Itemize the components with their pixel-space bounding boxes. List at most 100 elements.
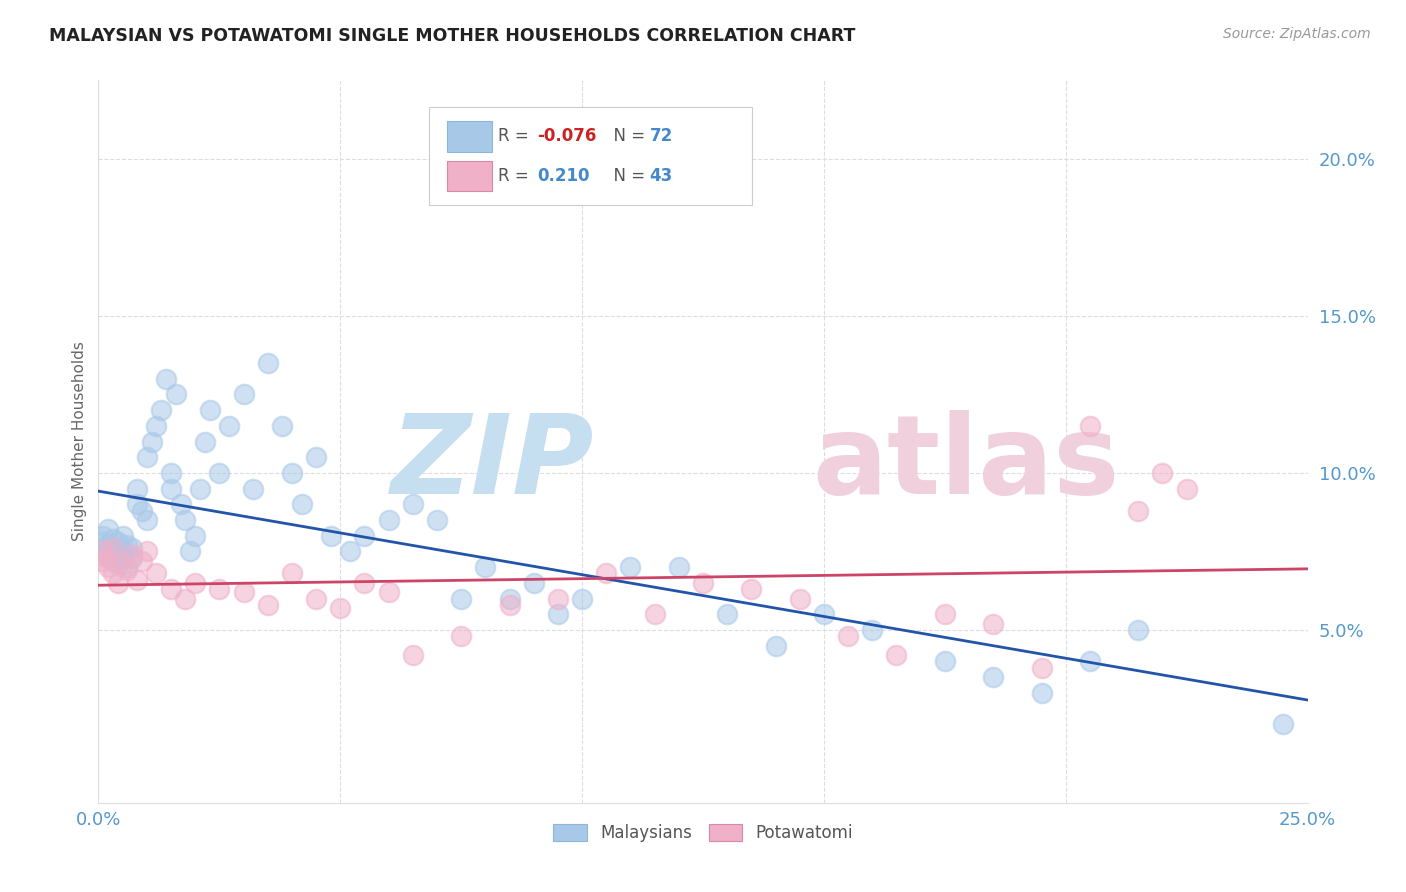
Point	[523, 575, 546, 590]
Point	[1128, 623, 1150, 637]
Point	[169, 497, 191, 511]
Legend: Malaysians, Potawatomi: Malaysians, Potawatomi	[547, 817, 859, 848]
Point	[934, 607, 956, 622]
Point	[150, 403, 173, 417]
Point	[208, 582, 231, 597]
Point	[547, 591, 569, 606]
Point	[208, 466, 231, 480]
Point	[619, 560, 641, 574]
Point	[160, 582, 183, 597]
Point	[1152, 466, 1174, 480]
Point	[131, 554, 153, 568]
Point	[160, 466, 183, 480]
Point	[813, 607, 835, 622]
Point	[188, 482, 211, 496]
Point	[97, 538, 120, 552]
Point	[141, 434, 163, 449]
Point	[101, 566, 124, 581]
Point	[1078, 655, 1101, 669]
Point	[111, 557, 134, 571]
Point	[571, 591, 593, 606]
Point	[91, 541, 114, 556]
Point	[256, 598, 278, 612]
Point	[1272, 717, 1295, 731]
Point	[91, 529, 114, 543]
Point	[179, 544, 201, 558]
Text: 0.210: 0.210	[537, 167, 589, 185]
Point	[377, 585, 399, 599]
Point	[886, 648, 908, 662]
Point	[281, 466, 304, 480]
Point	[145, 418, 167, 433]
Point	[198, 403, 221, 417]
Point	[981, 616, 1004, 631]
Point	[1175, 482, 1198, 496]
Point	[97, 550, 120, 565]
Point	[281, 566, 304, 581]
Point	[184, 529, 207, 543]
Point	[547, 607, 569, 622]
Text: MALAYSIAN VS POTAWATOMI SINGLE MOTHER HOUSEHOLDS CORRELATION CHART: MALAYSIAN VS POTAWATOMI SINGLE MOTHER HO…	[49, 27, 856, 45]
Text: -0.076: -0.076	[537, 128, 596, 145]
Point	[117, 563, 139, 577]
Point	[498, 598, 520, 612]
Point	[127, 482, 149, 496]
Point	[305, 450, 328, 465]
Point	[111, 529, 134, 543]
Point	[692, 575, 714, 590]
Point	[111, 544, 134, 558]
Point	[107, 557, 129, 571]
Point	[860, 623, 883, 637]
Point	[353, 529, 375, 543]
Point	[174, 591, 197, 606]
Point	[97, 560, 120, 574]
Point	[426, 513, 449, 527]
Point	[107, 535, 129, 549]
Point	[121, 548, 143, 562]
Point	[160, 482, 183, 496]
Point	[121, 541, 143, 556]
Point	[1031, 661, 1053, 675]
Point	[740, 582, 762, 597]
Point	[402, 648, 425, 662]
Point	[97, 523, 120, 537]
Point	[319, 529, 342, 543]
Point	[121, 550, 143, 565]
Point	[290, 497, 312, 511]
Point	[668, 560, 690, 574]
Point	[101, 541, 124, 556]
Point	[837, 629, 859, 643]
Text: N =: N =	[603, 128, 651, 145]
Point	[256, 356, 278, 370]
Point	[127, 497, 149, 511]
Point	[305, 591, 328, 606]
Point	[117, 560, 139, 574]
Text: Source: ZipAtlas.com: Source: ZipAtlas.com	[1223, 27, 1371, 41]
Text: atlas: atlas	[811, 409, 1119, 516]
Point	[155, 372, 177, 386]
Text: N =: N =	[603, 167, 651, 185]
Point	[716, 607, 738, 622]
Point	[1031, 686, 1053, 700]
Point	[644, 607, 666, 622]
Point	[450, 591, 472, 606]
Point	[135, 450, 157, 465]
Y-axis label: Single Mother Households: Single Mother Households	[72, 342, 87, 541]
Point	[271, 418, 294, 433]
Point	[135, 513, 157, 527]
Text: R =: R =	[498, 167, 538, 185]
Point	[97, 550, 120, 565]
Text: ZIP: ZIP	[391, 409, 595, 516]
Point	[107, 541, 129, 556]
Point	[145, 566, 167, 581]
Point	[107, 575, 129, 590]
Point	[97, 544, 120, 558]
Point	[981, 670, 1004, 684]
Point	[242, 482, 264, 496]
Point	[165, 387, 187, 401]
Point	[135, 544, 157, 558]
Text: R =: R =	[498, 128, 534, 145]
Point	[339, 544, 361, 558]
Point	[595, 566, 617, 581]
Point	[232, 585, 254, 599]
